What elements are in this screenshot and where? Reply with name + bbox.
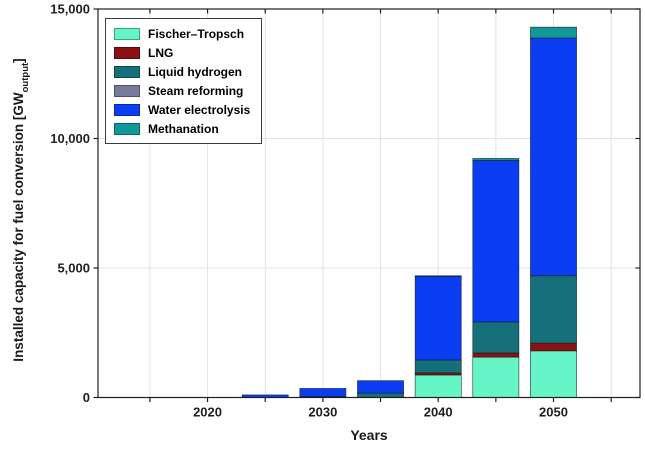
y-tick-label: 5,000 bbox=[57, 261, 90, 276]
bar-segment-2035 bbox=[357, 392, 404, 398]
legend: Fischer–Tropsch LNG Liquid hydrogen Stea… bbox=[105, 18, 263, 144]
bar-segment-2050 bbox=[530, 26, 577, 39]
legend-swatch bbox=[114, 103, 140, 116]
y-tick-label: 15,000 bbox=[50, 2, 90, 17]
legend-label: Fischer–Tropsch bbox=[148, 26, 245, 41]
y-tick-label: 10,000 bbox=[50, 131, 90, 146]
legend-label: LNG bbox=[148, 45, 174, 60]
y-tick-label: 0 bbox=[83, 390, 90, 405]
bar-segment-2040 bbox=[414, 372, 462, 376]
legend-swatch bbox=[114, 46, 140, 59]
x-tick-label: 2030 bbox=[308, 405, 337, 420]
legend-swatch bbox=[114, 27, 140, 40]
legend-label: Methanation bbox=[148, 121, 219, 136]
bar-segment-2045 bbox=[472, 356, 520, 398]
bar-segment-2045 bbox=[472, 160, 520, 323]
bar-segment-2045 bbox=[472, 352, 520, 358]
legend-item: Liquid hydrogen bbox=[114, 63, 250, 80]
x-axis-label: Years bbox=[350, 427, 388, 443]
bar-segment-2050 bbox=[530, 37, 577, 277]
bar-segment-2035 bbox=[357, 380, 404, 394]
x-tick-label: 2020 bbox=[193, 405, 222, 420]
legend-label: Water electrolysis bbox=[148, 102, 251, 117]
bar-segment-2045 bbox=[472, 321, 520, 354]
legend-label: Liquid hydrogen bbox=[148, 64, 242, 79]
axes-box bbox=[97, 8, 641, 399]
bar-segment-2030 bbox=[299, 388, 347, 397]
legend-swatch bbox=[114, 65, 140, 78]
y-axis-label-text: Installed capacity for fuel conversion [… bbox=[11, 92, 26, 362]
bar-segment-2050 bbox=[530, 275, 577, 344]
legend-item: Steam reforming bbox=[114, 82, 250, 99]
bar-segment-2040 bbox=[414, 275, 462, 361]
legend-item: LNG bbox=[114, 44, 250, 61]
legend-item: Methanation bbox=[114, 120, 250, 137]
bar-segment-2040 bbox=[414, 275, 462, 277]
legend-swatch bbox=[114, 122, 140, 135]
bar-segment-2050 bbox=[530, 350, 577, 398]
y-axis-label: Installed capacity for fuel conversion [… bbox=[11, 0, 31, 435]
bar-segment-2050 bbox=[530, 342, 577, 352]
legend-item: Water electrolysis bbox=[114, 101, 250, 118]
y-axis-label-subscript: output bbox=[19, 62, 31, 93]
x-tick-label: 2050 bbox=[539, 405, 568, 420]
bar-segment-2045 bbox=[472, 158, 520, 161]
bar-segment-2040 bbox=[414, 359, 462, 374]
x-tick-label: 2040 bbox=[424, 405, 453, 420]
legend-label: Steam reforming bbox=[148, 83, 244, 98]
bar-segment-2040 bbox=[414, 374, 462, 398]
legend-swatch bbox=[114, 84, 140, 97]
legend-item: Fischer–Tropsch bbox=[114, 25, 250, 42]
